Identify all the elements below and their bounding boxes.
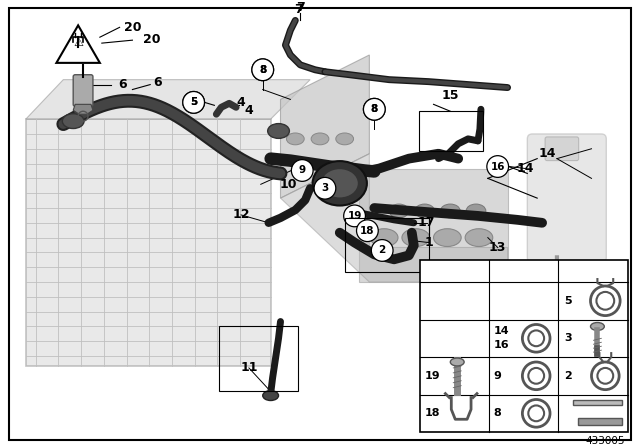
Ellipse shape <box>312 161 367 206</box>
Ellipse shape <box>62 114 84 129</box>
Circle shape <box>487 155 509 177</box>
Text: 11: 11 <box>240 362 258 375</box>
Polygon shape <box>360 168 508 282</box>
Ellipse shape <box>465 229 493 246</box>
Text: 6: 6 <box>153 76 161 89</box>
Text: 13: 13 <box>489 241 506 254</box>
FancyBboxPatch shape <box>545 137 579 160</box>
Circle shape <box>252 59 274 81</box>
Circle shape <box>364 99 385 120</box>
Text: 1: 1 <box>424 236 433 249</box>
Text: 18: 18 <box>425 408 440 418</box>
Ellipse shape <box>466 204 486 218</box>
Ellipse shape <box>321 168 358 198</box>
Ellipse shape <box>415 204 435 218</box>
Text: 17: 17 <box>418 216 435 229</box>
Polygon shape <box>73 104 93 114</box>
Polygon shape <box>280 55 369 198</box>
Ellipse shape <box>402 229 429 246</box>
Text: 8: 8 <box>259 65 266 75</box>
Text: 4: 4 <box>244 104 253 117</box>
Text: 3: 3 <box>564 333 572 343</box>
Text: 14: 14 <box>538 147 556 160</box>
Circle shape <box>344 205 365 227</box>
FancyBboxPatch shape <box>73 75 93 106</box>
Text: 5: 5 <box>190 97 197 108</box>
Ellipse shape <box>389 204 409 218</box>
Ellipse shape <box>451 358 464 366</box>
Bar <box>420 260 628 432</box>
Ellipse shape <box>591 323 604 331</box>
Ellipse shape <box>440 204 460 218</box>
Ellipse shape <box>433 229 461 246</box>
Text: 7: 7 <box>296 1 305 14</box>
Ellipse shape <box>263 391 278 401</box>
Text: 16: 16 <box>490 162 505 172</box>
Bar <box>26 119 271 366</box>
Polygon shape <box>280 154 508 282</box>
Text: 5: 5 <box>190 97 197 108</box>
Ellipse shape <box>268 124 289 138</box>
Text: 8: 8 <box>259 65 266 75</box>
Text: 2: 2 <box>379 246 386 255</box>
Bar <box>220 327 298 391</box>
Text: 6: 6 <box>118 78 127 91</box>
Circle shape <box>314 177 336 199</box>
Polygon shape <box>26 80 310 119</box>
Bar <box>345 218 429 272</box>
Ellipse shape <box>287 133 304 145</box>
Text: 3: 3 <box>321 183 328 193</box>
Text: 8: 8 <box>371 104 378 114</box>
Circle shape <box>371 240 393 261</box>
Circle shape <box>291 159 313 181</box>
Circle shape <box>364 99 385 120</box>
Text: 19: 19 <box>425 371 440 381</box>
Polygon shape <box>573 400 622 405</box>
Circle shape <box>252 59 274 81</box>
Text: 8: 8 <box>493 408 502 418</box>
Bar <box>419 111 483 151</box>
Text: 20: 20 <box>124 21 141 34</box>
Text: 433005: 433005 <box>586 436 625 446</box>
FancyBboxPatch shape <box>527 134 606 262</box>
Text: 12: 12 <box>232 208 250 221</box>
Ellipse shape <box>336 133 353 145</box>
Text: 4: 4 <box>237 96 245 109</box>
Text: 19: 19 <box>348 211 362 221</box>
Circle shape <box>183 91 205 113</box>
Text: 2: 2 <box>564 371 572 381</box>
Text: 14: 14 <box>493 327 509 336</box>
Text: 18: 18 <box>360 226 374 236</box>
Text: 20: 20 <box>143 33 161 46</box>
Text: ⚠: ⚠ <box>73 38 83 48</box>
Text: 8: 8 <box>371 104 378 114</box>
Text: 9: 9 <box>493 371 502 381</box>
Ellipse shape <box>371 229 398 246</box>
Text: 7: 7 <box>294 3 303 16</box>
Text: 15: 15 <box>442 89 459 102</box>
Circle shape <box>356 220 378 241</box>
Circle shape <box>183 91 205 113</box>
Text: 16: 16 <box>493 340 509 350</box>
Text: 14: 14 <box>516 162 534 175</box>
Text: 5: 5 <box>564 296 572 306</box>
Polygon shape <box>578 418 622 425</box>
Ellipse shape <box>311 133 329 145</box>
Text: 9: 9 <box>299 165 306 176</box>
Text: 10: 10 <box>280 178 297 191</box>
